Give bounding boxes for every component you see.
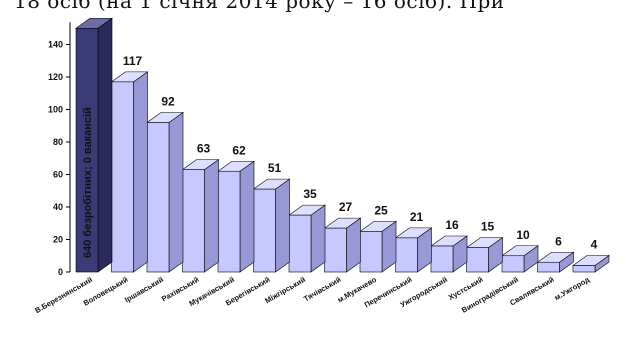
bar [252,178,291,273]
bar-front [324,227,347,273]
data-label: 92 [161,95,175,109]
bar-front [430,245,454,273]
bar-front [537,261,560,273]
data-label: 21 [410,210,424,224]
data-label: 16 [445,218,459,232]
y-tick-label: 20 [53,235,63,245]
bar [217,160,255,273]
bar [359,220,397,273]
data-label: 27 [339,200,353,214]
bar [146,111,184,273]
data-label: 62 [232,143,246,157]
bar [572,254,610,273]
bar-front [572,265,596,273]
partial-top-text: 18 осіб (на 1 січня 2014 року – 16 осіб)… [14,0,505,13]
bar [536,251,575,273]
y-tick-label: 100 [48,105,63,115]
bar [75,17,113,273]
bar [323,217,362,273]
bar [501,245,539,273]
bar-front [217,170,241,273]
bar-front [501,255,525,273]
bar-side [239,160,255,273]
bar-front [182,169,205,273]
bar-front [111,81,134,273]
y-axis: 0 20 40 60 80 100 120 140 [48,22,71,277]
bars-group [75,17,610,273]
y-tick-label: 0 [58,267,63,277]
y-tick-label: 80 [53,137,63,147]
bar-side [133,71,148,273]
bar-annotation: 640 безробітних; 0 вакансій [82,107,94,258]
bar-front [395,237,418,273]
bar-front [466,247,489,273]
bar-front [288,214,312,273]
data-label: 117 [123,54,143,68]
bar-side [275,178,290,273]
bar [430,235,468,273]
bar [465,237,504,273]
bar-side [310,204,326,273]
y-tick-label: 120 [48,72,63,82]
data-labels-group: 4 6 10 15 16 21 25 27 35 51 62 63 92 117 640 безробітн… [82,54,598,258]
bar-side [97,17,113,273]
data-label: 4 [591,238,598,252]
bar-side [168,111,184,273]
bar [110,71,149,273]
y-tick-label: 60 [53,170,63,180]
data-label: 15 [481,220,495,234]
data-label: 25 [374,203,388,217]
bar-front [253,188,276,273]
category-label: м.Ужгород [553,275,591,302]
bar-side [204,159,219,273]
bar-front [75,27,99,273]
bar-front [146,122,170,273]
category-labels-group: м.УжгородСвалявськийВиноградівськийХустс… [33,275,591,315]
data-label: 35 [303,187,317,201]
data-label: 6 [555,234,562,248]
data-label: 10 [516,228,530,242]
data-label: 51 [268,161,282,175]
category-label: Міжгірський [263,275,307,306]
bar-front [359,231,383,273]
bar [394,227,433,273]
bar [181,159,220,273]
bar [288,204,326,273]
category-label: Іршавський [123,275,165,305]
y-tick-label: 40 [53,202,63,212]
category-label: В.Березнянський [33,275,94,315]
y-tick-label: 140 [48,40,63,50]
data-label: 63 [197,142,211,156]
